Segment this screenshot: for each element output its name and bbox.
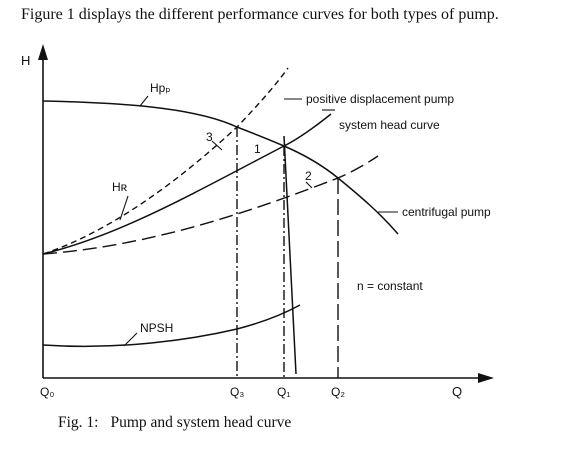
- point-1-label: 1: [254, 142, 261, 156]
- tick-q1: Q₁: [277, 385, 290, 399]
- y-axis-label: H: [21, 53, 30, 68]
- centrifugal-pump-curve: [42, 100, 399, 235]
- point-2-leader: [305, 181, 313, 189]
- centrifugal-annotation: centrifugal pump: [402, 205, 491, 219]
- caption-text: Pump and system head curve: [110, 414, 292, 431]
- point-3-leader: [211, 140, 223, 151]
- figure-caption: Fig. 1: Pump and system head curve: [58, 414, 291, 432]
- hr-label: Hʀ: [112, 180, 128, 194]
- pd-pump-annotation: positive displacement pump: [306, 92, 454, 106]
- hpp-label: Hpₚ: [150, 81, 170, 95]
- system-head-curve: [42, 113, 332, 255]
- system-curve-2-dashed: [42, 155, 379, 255]
- x-axis-arrow: [478, 373, 494, 383]
- tick-q3: Q₃: [230, 385, 244, 399]
- positive-displacement-pump-curve: [283, 135, 297, 375]
- system-head-annotation: system head curve: [339, 118, 440, 132]
- npsh-curve: [42, 304, 301, 348]
- y-axis-arrow: [38, 44, 48, 60]
- point-3-label: 3: [206, 130, 213, 144]
- origin-label: Q₀: [40, 385, 54, 399]
- intro-text: Figure 1 displays the different performa…: [21, 6, 499, 23]
- system-curve-3-dashed: [42, 67, 289, 255]
- n-constant-annotation: n = constant: [357, 279, 423, 293]
- tick-q2: Q₂: [331, 385, 345, 399]
- point-2-label: 2: [305, 169, 312, 183]
- caption-label: Fig. 1:: [58, 414, 99, 431]
- hpp-leader: [139, 95, 149, 107]
- npsh-leader: [123, 332, 138, 347]
- hr-leader: [119, 195, 129, 221]
- x-axis-label: Q: [452, 384, 462, 399]
- axes: [42, 58, 486, 379]
- npsh-label: NPSH: [140, 321, 173, 335]
